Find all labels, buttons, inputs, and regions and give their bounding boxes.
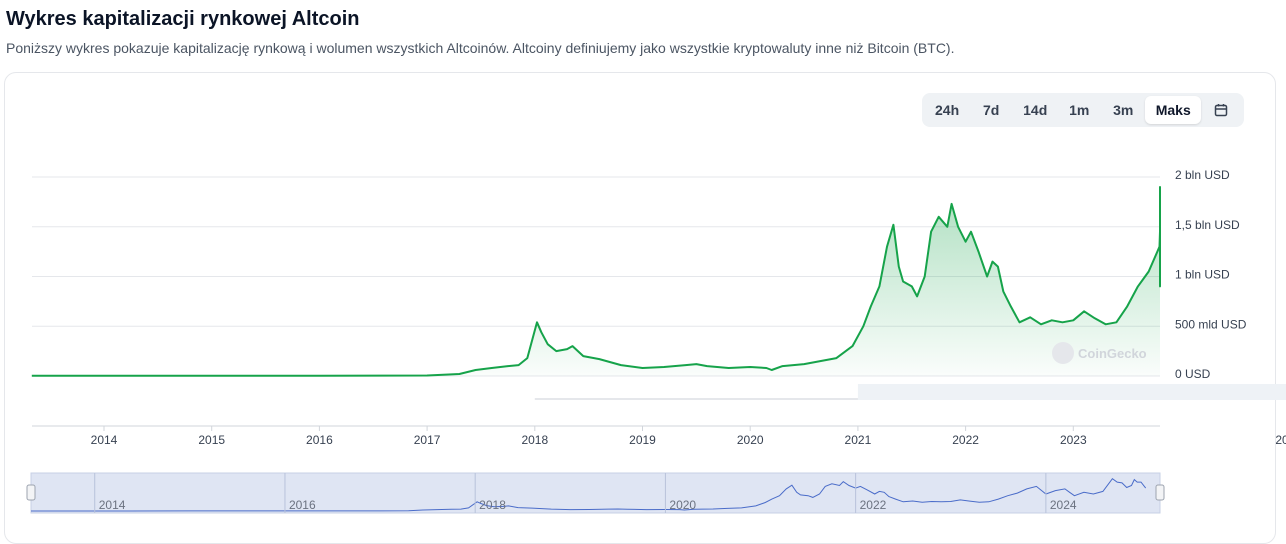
x-tick-label: 2020 bbox=[737, 433, 764, 447]
navigator-handle-left[interactable] bbox=[26, 484, 36, 501]
x-tick-label: 2017 bbox=[414, 433, 441, 447]
page-subtitle: Poniższy wykres pokazuje kapitalizację r… bbox=[6, 40, 955, 56]
watermark-text: CoinGecko bbox=[1078, 345, 1147, 361]
navigator-line bbox=[30, 478, 1147, 512]
range-selector: 24h 7d 14d 1m 3m Maks bbox=[922, 93, 1245, 127]
y-tick-label: 2 bln USD bbox=[1175, 168, 1230, 182]
x-tick-label: 2023 bbox=[1060, 433, 1087, 447]
market-cap-chart: 0 USD 500 mld USD 1 bln USD 1,5 bln USD 2 bl… bbox=[26, 168, 1286, 514]
market-cap-line bbox=[31, 186, 1161, 377]
navigator-tick-label: 2022 bbox=[860, 498, 887, 512]
x-tick-label: 2019 bbox=[629, 433, 656, 447]
y-tick-label: 500 mld USD bbox=[1175, 317, 1247, 331]
range-button-max[interactable]: Maks bbox=[1145, 96, 1202, 124]
navigator-tick-label: 2024 bbox=[1050, 498, 1077, 512]
coingecko-watermark: CoinGecko bbox=[1052, 342, 1147, 364]
y-tick-label: 1 bln USD bbox=[1175, 268, 1230, 282]
range-button-24h[interactable]: 24h bbox=[935, 102, 960, 118]
range-button-3m[interactable]: 3m bbox=[1113, 102, 1134, 118]
page-title: Wykres kapitalizacji rynkowej Altcoin bbox=[6, 8, 360, 30]
volume-bars bbox=[857, 384, 1286, 400]
x-tick-label: 2015 bbox=[198, 433, 225, 447]
market-cap-area bbox=[31, 187, 1160, 376]
navigator-tick-label: 2020 bbox=[669, 498, 696, 512]
x-tick-label: 2025 bbox=[1275, 433, 1286, 447]
navigator-handle-right[interactable] bbox=[1155, 484, 1165, 501]
y-tick-label: 0 USD bbox=[1175, 367, 1211, 381]
calendar-button[interactable] bbox=[1201, 96, 1241, 124]
x-tick-label: 2014 bbox=[91, 433, 118, 447]
x-tick-label: 2016 bbox=[306, 433, 333, 447]
navigator-tick-label: 2018 bbox=[479, 498, 506, 512]
x-tick-label: 2021 bbox=[845, 433, 872, 447]
range-button-1m[interactable]: 1m bbox=[1069, 102, 1090, 118]
navigator-tick-label: 2014 bbox=[99, 498, 126, 512]
range-button-7d[interactable]: 7d bbox=[982, 102, 1000, 118]
chart-card bbox=[4, 72, 1276, 544]
x-tick-label: 2018 bbox=[521, 433, 548, 447]
coingecko-logo bbox=[1052, 342, 1074, 364]
navigator-window[interactable] bbox=[30, 472, 1161, 514]
x-tick-label: 2022 bbox=[952, 433, 979, 447]
range-button-14d[interactable]: 14d bbox=[1023, 102, 1048, 118]
calendar-icon bbox=[1215, 104, 1228, 117]
navigator-tick-label: 2016 bbox=[289, 498, 316, 512]
y-tick-label: 1,5 bln USD bbox=[1175, 218, 1240, 232]
